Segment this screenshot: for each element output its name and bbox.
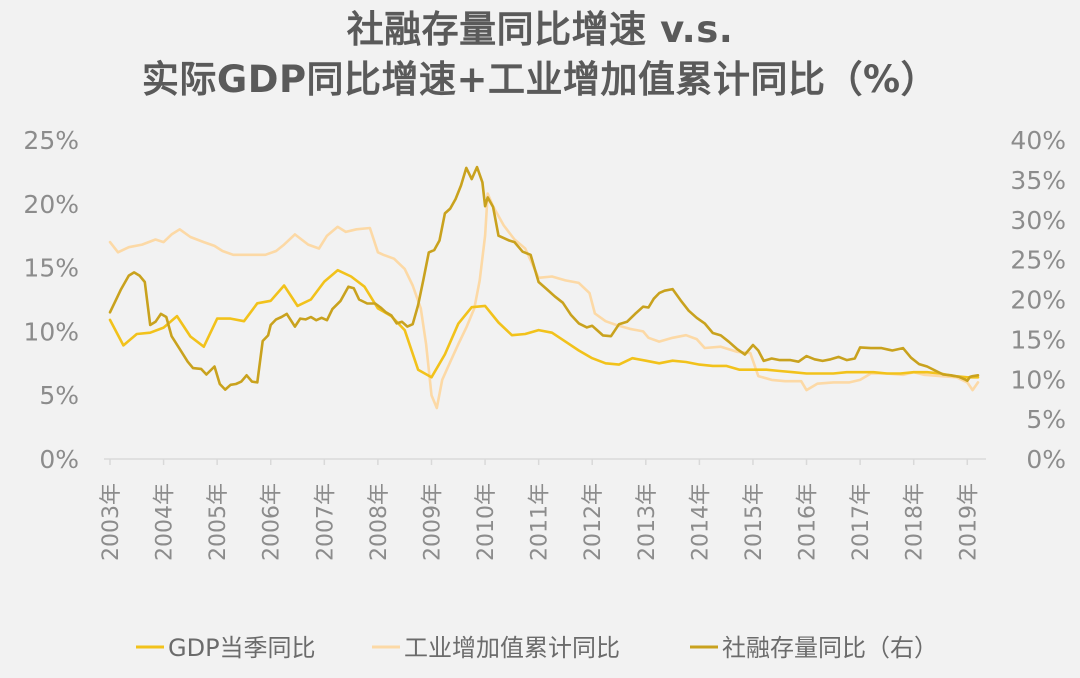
- x-tick-label: 2003年: [99, 483, 124, 561]
- x-tick-label: 2007年: [313, 483, 338, 561]
- y-left-tick-label: 0%: [39, 445, 79, 474]
- y-right-tick-label: 10%: [1010, 365, 1066, 394]
- series-line-1: [108, 268, 980, 379]
- y-right-tick-label: 40%: [1010, 126, 1066, 155]
- y-right-tick-label: 35%: [1010, 166, 1066, 195]
- x-tick-label: 2004年: [153, 483, 178, 561]
- axis-layer: 0% 5% 10% 15% 20% 25% 0% 5% 10% 15% 20% 25% 30% 35% 40…: [23, 126, 1066, 561]
- y-right-tick-label: 30%: [1010, 206, 1066, 235]
- x-tick-label: 2015年: [742, 483, 767, 561]
- y-right-tick-label: 20%: [1010, 286, 1066, 315]
- x-tick-label: 2019年: [956, 483, 981, 561]
- legend: GDP当季同比 工业增加值累计同比 社融存量同比（右）: [136, 634, 938, 662]
- x-tick-label: 2018年: [903, 483, 928, 561]
- chart-title-line-1: 社融存量同比增速 v.s.: [346, 8, 734, 51]
- legend-label: 工业增加值累计同比: [404, 634, 620, 662]
- series-line-2: [108, 192, 980, 410]
- y-right-tick-label: 5%: [1026, 405, 1066, 434]
- x-tick-label: 2009年: [420, 483, 445, 561]
- y-left-tick-label: 5%: [39, 381, 79, 410]
- chart-title-line-2: 实际GDP同比增速+工业增加值累计同比（%）: [141, 58, 939, 101]
- legend-label: GDP当季同比: [168, 634, 316, 662]
- x-tick-label: 2005年: [206, 483, 231, 561]
- x-tick-label: 2014年: [688, 483, 713, 561]
- y-left-tick-label: 20%: [23, 190, 79, 219]
- y-right-tick-label: 15%: [1010, 325, 1066, 354]
- x-tick-label: 2010年: [474, 483, 499, 561]
- x-tick-label: 2006年: [260, 483, 285, 561]
- legend-label: 社融存量同比（右）: [722, 634, 938, 662]
- y-right-tick-label: 25%: [1010, 246, 1066, 275]
- x-tick-label: 2012年: [581, 483, 606, 561]
- series-layer: [108, 165, 980, 410]
- x-tick-label: 2008年: [367, 483, 392, 561]
- y-right-tick-label: 0%: [1026, 445, 1066, 474]
- y-left-tick-label: 15%: [23, 254, 79, 283]
- y-left-tick-label: 25%: [23, 126, 79, 155]
- x-tick-label: 2016年: [796, 483, 821, 561]
- y-left-tick-label: 10%: [23, 317, 79, 346]
- x-tick-label: 2013年: [635, 483, 660, 561]
- x-tick-label: 2011年: [528, 483, 553, 561]
- x-tick-label: 2017年: [849, 483, 874, 561]
- series-line-3: [108, 165, 980, 391]
